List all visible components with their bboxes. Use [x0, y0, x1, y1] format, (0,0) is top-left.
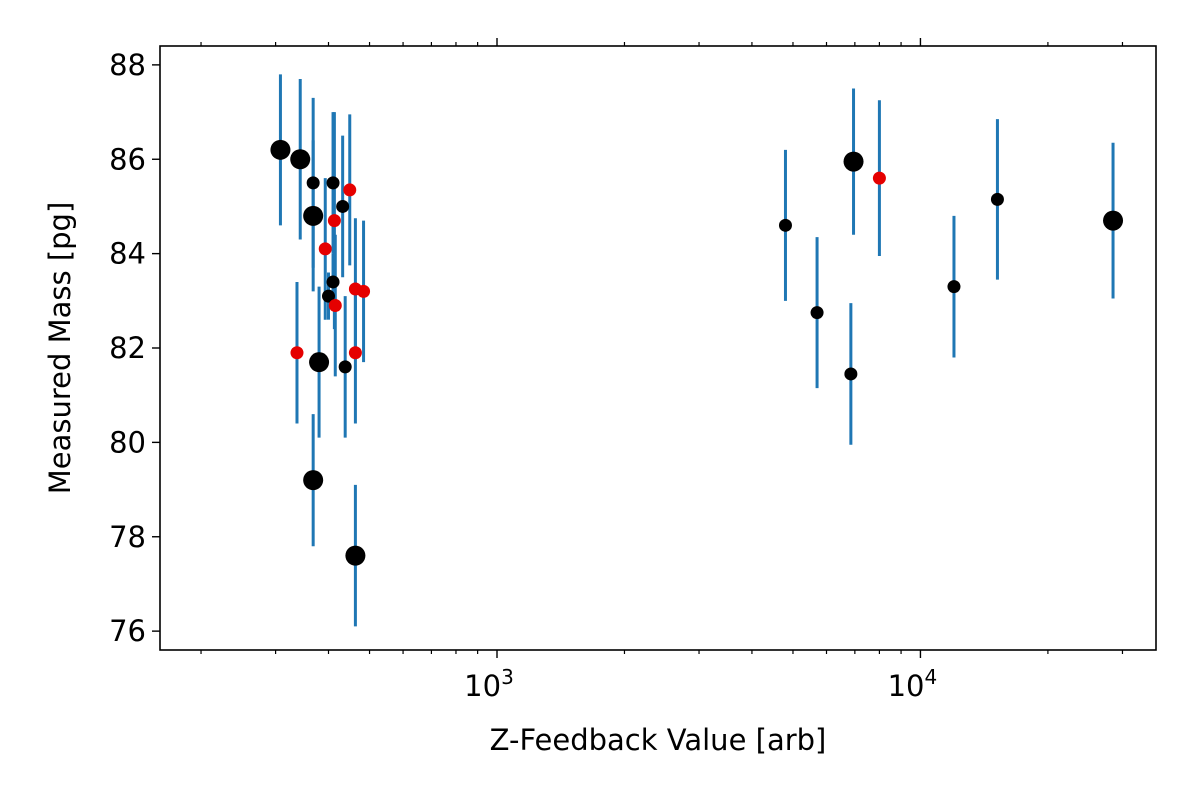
- error-bars: [278, 74, 1115, 627]
- data-point: [318, 242, 332, 256]
- data-point: [327, 214, 341, 228]
- data-point: [990, 192, 1004, 206]
- x-axis-label: Z-Feedback Value [arb]: [490, 723, 827, 757]
- data-point: [348, 346, 362, 360]
- data-point: [810, 306, 824, 320]
- data-point: [303, 205, 324, 226]
- y-tick-label: 76: [109, 614, 146, 648]
- y-axis-label: Measured Mass [pg]: [43, 202, 77, 495]
- data-point: [309, 352, 330, 373]
- data-point: [326, 275, 340, 289]
- data-point: [778, 218, 792, 232]
- data-point: [290, 149, 311, 170]
- data-point: [306, 176, 320, 190]
- data-point: [947, 280, 961, 294]
- data-point: [872, 171, 886, 185]
- data-point: [270, 139, 291, 160]
- plot-frame: [159, 45, 1157, 651]
- data-point: [843, 151, 864, 172]
- y-tick-label: 82: [109, 331, 146, 365]
- x-tick-label: 104: [888, 665, 938, 703]
- data-point: [357, 284, 371, 298]
- y-tick-label: 80: [109, 425, 146, 459]
- data-points: [270, 139, 1124, 566]
- x-tick-label: 103: [464, 665, 514, 703]
- data-point: [303, 470, 324, 491]
- x-minor-ticks: [200, 42, 1124, 654]
- data-point: [326, 176, 340, 190]
- data-point: [336, 199, 350, 213]
- y-tick-label: 88: [109, 48, 146, 82]
- tick-labels: 103 104 76 78 80 82 84 86 88: [109, 48, 937, 703]
- data-point: [343, 183, 357, 197]
- axis-ticks: [152, 38, 922, 658]
- y-tick-label: 86: [109, 142, 146, 176]
- data-point: [844, 367, 858, 381]
- data-point: [345, 545, 366, 566]
- data-point: [290, 346, 304, 360]
- y-tick-label: 84: [109, 237, 146, 271]
- data-point: [322, 289, 336, 303]
- y-tick-label: 78: [109, 520, 146, 554]
- data-point: [328, 299, 342, 313]
- data-point: [338, 360, 352, 374]
- data-point: [1103, 210, 1124, 231]
